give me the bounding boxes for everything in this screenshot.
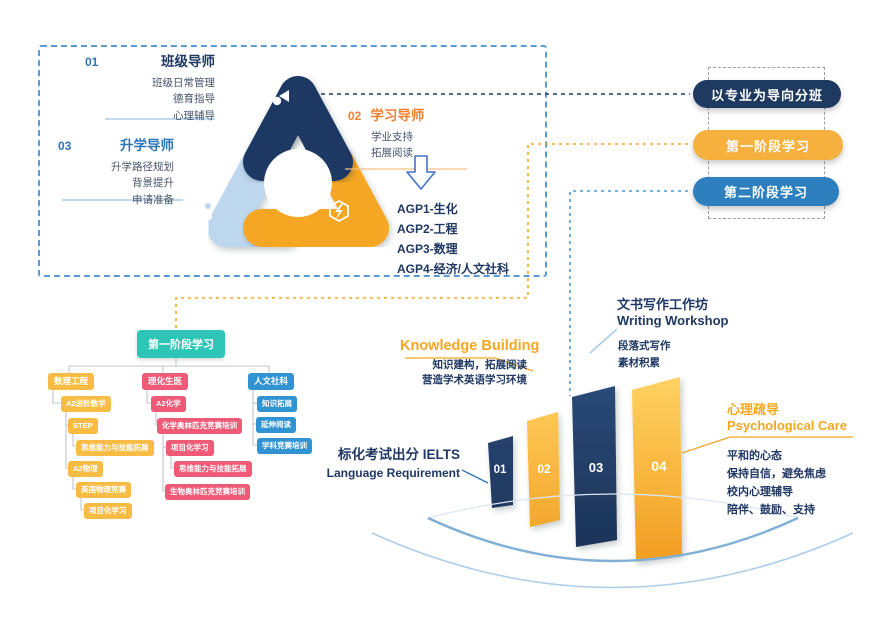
tree-node: 思维能力与技能拓展 <box>174 461 252 477</box>
psych-line: 保持自信，避免焦虑 <box>727 468 826 480</box>
tree-node: 思维能力与技能拓展 <box>76 440 154 456</box>
knowledge-building-lines: 知识建构，拓展阅读 营造学术英语学习环境 <box>403 358 527 388</box>
hexagon-bolt-icon <box>329 199 349 223</box>
agp-item: AGP1-生化 <box>397 202 458 216</box>
tree-node: 知识拓展 <box>257 396 297 412</box>
psych-line: 陪伴、鼓励、支持 <box>727 504 815 516</box>
knowledge-building-title: Knowledge Building <box>400 338 540 354</box>
ielts-subtitle: Language Requirement <box>326 466 460 480</box>
mentor3-line: 背景提升 <box>132 177 174 190</box>
triangle-center-hole <box>264 149 332 217</box>
writing-line: 段落式写作 <box>618 340 671 352</box>
down-arrow-icon <box>406 155 436 190</box>
psych-pointer-line <box>681 436 853 454</box>
triangle-segment-navy <box>243 76 353 181</box>
tree-node: 理化生医 <box>142 373 189 390</box>
stage-panel-01 <box>488 436 513 508</box>
mentor2-title: 学习导师 <box>370 108 425 123</box>
tree-node: 学科竞赛培训 <box>257 438 312 454</box>
psych-care-heading: 心理疏导 Psychological Care <box>727 402 847 434</box>
psych-line: 平和的心态 <box>727 450 782 462</box>
mentor2-number: 02 <box>348 109 362 123</box>
tree-root-phase1: 第一阶段学习 <box>137 330 225 358</box>
connector-orange-dotted <box>175 143 688 328</box>
stage-number-01: 01 <box>493 464 507 476</box>
mentor1-line: 班级日常管理 <box>152 77 215 89</box>
psych-line: 校内心理辅导 <box>727 486 793 498</box>
pill-major-oriented-class: 以专业为导向分班 <box>693 80 841 108</box>
tree-node: 项目化学习 <box>166 440 214 456</box>
writing-workshop-title-cn: 文书写作工作坊 <box>617 297 709 312</box>
mentor-block-learning-mentor: 02 学习导师 学业支持 拓展阅读 <box>348 104 468 162</box>
agp-list: AGP1-生化 AGP2-工程 AGP3-数理 AGP4-经济/人文社科 <box>397 199 509 279</box>
writing-line: 素材积累 <box>618 357 660 369</box>
mentor1-number: 01 <box>85 55 99 69</box>
mentor3-line: 升学路径规划 <box>111 161 174 173</box>
mentor1-line: 心理辅导 <box>173 109 215 122</box>
tree-node: 延伸阅读 <box>256 417 296 433</box>
mascot-icon <box>265 90 289 106</box>
stage-panel-03 <box>572 386 617 547</box>
tree-connectors <box>52 352 270 511</box>
psych-care-lines: 平和的心态 保持自信，避免焦虑 校内心理辅导 陪伴、鼓励、支持 <box>727 447 826 519</box>
tree-node: A2进阶数学 <box>61 396 111 412</box>
knowledge-pointer-line <box>405 357 534 372</box>
pill-phase2-study: 第二阶段学习 <box>693 177 839 206</box>
ielts-title: 标化考试出分 IELTS <box>337 447 460 462</box>
tree-node: 化学奥林匹克竞赛培训 <box>157 418 242 434</box>
mentor-block-class-teacher: 01 班级导师 班级日常管理 德育指导 心理辅导 <box>85 50 215 124</box>
agp-item: AGP4-经济/人文社科 <box>397 262 510 276</box>
psych-title-en: Psychological Care <box>727 418 847 433</box>
head-gear-icon <box>197 200 213 220</box>
stage-number-03: 03 <box>588 460 604 475</box>
mentor3-line: 申请准备 <box>132 193 174 206</box>
knowledge-line: 营造学术英语学习环境 <box>422 374 527 386</box>
writing-workshop-lines: 段落式写作 素材积累 <box>618 338 671 372</box>
connector-blue-dotted <box>569 190 688 396</box>
mentor-block-college-counselor: 03 升学导师 升学路径规划 背景提升 申请准备 <box>58 134 174 208</box>
agp-item: AGP3-数理 <box>397 242 458 256</box>
psych-title-cn: 心理疏导 <box>727 402 780 417</box>
tree-node: A2物理 <box>68 461 103 477</box>
tree-node: STEP <box>68 418 98 434</box>
mentor1-title: 班级导师 <box>161 54 215 69</box>
tree-node: 英国物理竞赛 <box>76 482 131 498</box>
pill-phase1-study: 第一阶段学习 <box>693 130 843 160</box>
ielts-pointer-line <box>461 469 489 484</box>
writing-workshop-heading: 文书写作工作坊 Writing Workshop <box>617 297 728 329</box>
mentor-dashed-box <box>38 45 547 277</box>
stage-number-02: 02 <box>537 462 551 476</box>
tree-node: 数理工程 <box>48 373 95 390</box>
mentor3-title: 升学导师 <box>120 138 174 153</box>
writing-workshop-title-en: Writing Workshop <box>617 313 729 328</box>
tree-node: 项目化学习 <box>84 503 132 519</box>
mentor-triangle <box>197 76 389 247</box>
swoosh-arcs <box>371 493 854 589</box>
triangle-segment-orange <box>243 146 389 247</box>
stage-number-04: 04 <box>651 459 667 474</box>
tree-node: 人文社科 <box>248 373 295 390</box>
mentor3-number: 03 <box>58 139 72 153</box>
mentor2-line: 拓展阅读 <box>371 147 413 160</box>
mentor1-line: 德育指导 <box>173 93 215 106</box>
tree-node: A2化学 <box>151 396 186 412</box>
mentor2-line: 学业支持 <box>371 131 413 143</box>
tree-node: 生物奥林匹克竞赛培训 <box>165 484 250 500</box>
writing-pointer-line <box>589 328 618 354</box>
stage-panel-04 <box>632 377 682 562</box>
knowledge-line: 知识建构，拓展阅读 <box>432 359 528 371</box>
agp-item: AGP2-工程 <box>397 222 458 236</box>
